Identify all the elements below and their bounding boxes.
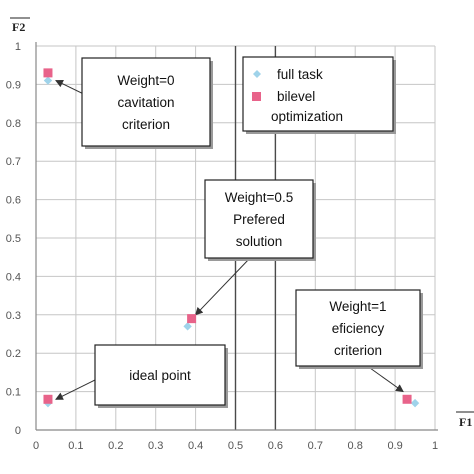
annotation-text: criterion bbox=[334, 343, 382, 358]
x-tick-label: 0.9 bbox=[387, 440, 402, 452]
legend-box bbox=[242, 56, 394, 132]
point-full-task bbox=[410, 398, 420, 408]
legend-marker-bilevel-optimization bbox=[252, 92, 261, 101]
y-tick-label: 0.9 bbox=[6, 79, 21, 91]
legend-label-line: bilevel bbox=[277, 89, 315, 104]
annotation-arrow bbox=[194, 257, 251, 316]
y-tick-label: 0.5 bbox=[6, 233, 21, 245]
legend-label-bilevel-optimization: bilevel optimization bbox=[271, 89, 343, 124]
annotation-text: ideal point bbox=[129, 368, 191, 383]
x-tick-label: 0 bbox=[33, 440, 39, 452]
axes bbox=[35, 42, 438, 431]
point-bilevel-optimization bbox=[402, 394, 412, 404]
annotations: Weight=0 cavitation criterion Weight=0.5 Pre… bbox=[81, 57, 423, 408]
point-bilevel-optimization bbox=[43, 68, 53, 78]
annotation-box bbox=[295, 289, 421, 367]
x-tick-label: 0.7 bbox=[308, 440, 323, 452]
point-bilevel-optimization bbox=[187, 314, 197, 324]
y-tick-label: 0.4 bbox=[6, 271, 21, 283]
x-axis-label: F1 bbox=[459, 415, 472, 429]
annotation-text: solution bbox=[236, 234, 283, 249]
x-tick-label: 0.6 bbox=[268, 440, 283, 452]
y-tick-label: 0.3 bbox=[6, 310, 21, 322]
point-full-task bbox=[43, 76, 53, 85]
x-tick-label: 0.4 bbox=[188, 440, 203, 452]
annotation-text: Weight=1 bbox=[329, 299, 386, 314]
annotation-text: criterion bbox=[122, 117, 170, 132]
y-tick-label: 0.8 bbox=[6, 118, 21, 130]
annotation-arrow bbox=[55, 379, 96, 400]
y-tick-label: 0.6 bbox=[6, 195, 21, 207]
annotation-arrow bbox=[369, 367, 404, 393]
annotation-text: cavitation bbox=[117, 95, 174, 110]
x-tick-label: 0.8 bbox=[348, 440, 363, 452]
annotation-box bbox=[204, 179, 314, 259]
annotation-box bbox=[94, 344, 226, 406]
point-full-task bbox=[183, 322, 192, 331]
annotation-text: Weight=0.5 bbox=[225, 190, 293, 205]
legend-marker-full-task bbox=[253, 70, 261, 78]
legend-label-full-task: full task bbox=[277, 67, 323, 82]
x-tick-label: 0.5 bbox=[228, 440, 243, 452]
annotation-box bbox=[81, 57, 211, 147]
x-tick-label: 0.2 bbox=[108, 440, 123, 452]
y-tick-label: 0.1 bbox=[6, 387, 21, 399]
annotation-text: Weight=0 bbox=[117, 73, 174, 88]
y-tick-label: 0.2 bbox=[6, 348, 21, 360]
x-tick-label: 1 bbox=[432, 440, 438, 452]
y-tick-label: 1 bbox=[15, 41, 21, 53]
x-tick-label: 0.3 bbox=[148, 440, 163, 452]
y-tick-label: 0.7 bbox=[6, 156, 21, 168]
y-tick-label: 0 bbox=[15, 425, 21, 437]
tick-labels: 0 0.1 0.2 0.3 0.4 0.5 0.6 0.7 0.8 0.9 1 0 0.1 0.2 0.3 0… bbox=[6, 41, 438, 452]
data-points bbox=[43, 68, 420, 408]
legend-label-line: optimization bbox=[271, 109, 343, 124]
y-axis-label: F2 bbox=[12, 20, 25, 34]
point-bilevel-optimization bbox=[43, 394, 53, 404]
x-tick-label: 0.1 bbox=[68, 440, 83, 452]
annotation-text: Prefered bbox=[233, 212, 285, 227]
annotation-text: eficiency bbox=[332, 321, 385, 336]
legend: full task bilevel optimization bbox=[242, 56, 396, 134]
